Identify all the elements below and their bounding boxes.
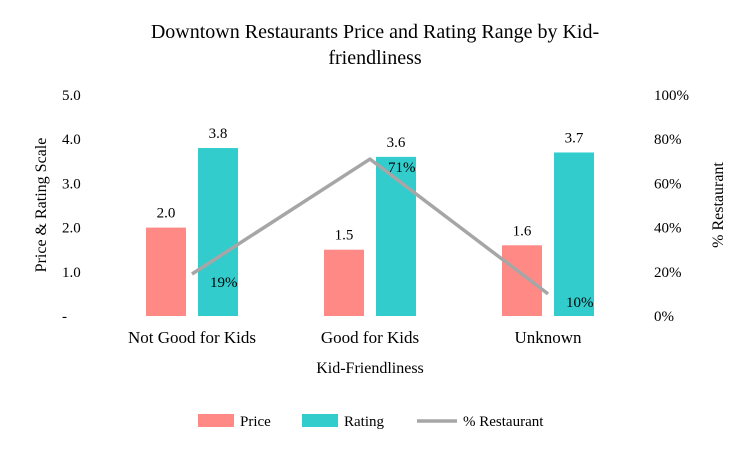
y-tick-label: 1.0 [62,265,81,281]
line-data-label: 19% [210,275,238,291]
x-axis-ticks: Not Good for Kids Good for Kids Unknown [128,328,582,347]
y2-tick-label: 0% [654,309,674,325]
bar-data-label: 3.7 [565,130,584,146]
y2-tick-label: 60% [654,176,682,192]
y2-tick-label: 100% [654,88,689,104]
chart-title-line-2: friendliness [328,47,422,69]
percent-restaurant-line [191,157,550,296]
bar-data-label: 1.5 [335,228,354,244]
legend-label: % Restaurant [463,414,544,430]
bar-rating [376,156,416,316]
legend-label: Rating [344,414,384,430]
y-axis-right-ticks: 0% 20% 40% 60% 80% 100% [654,88,689,325]
y-tick-label: 5.0 [62,88,81,104]
bar-rating [554,152,594,316]
y-axis-left-ticks: - 1.0 2.0 3.0 4.0 5.0 [62,88,81,325]
y-axis-title: Price & Rating Scale [33,138,50,273]
chart-title: Downtown Restaurants Price and Rating Ra… [151,21,599,69]
legend-swatch [302,414,338,427]
bar-data-label: 3.6 [387,135,406,151]
bar-rating [198,148,238,316]
y-tick-label: 4.0 [62,132,81,148]
data-labels: 2.0 1.5 1.6 3.8 3.6 3.7 19% 71% 10% [157,126,594,311]
bar-data-label: 2.0 [157,206,176,222]
bar-data-label: 1.6 [513,223,532,239]
legend-swatch [198,414,234,427]
y2-tick-label: 20% [654,265,682,281]
x-tick-label: Unknown [514,328,582,347]
y-tick-label: 2.0 [62,221,81,237]
legend: Price Rating % Restaurant [198,414,544,430]
x-axis-title: Kid-Friendliness [316,360,424,377]
y2-axis-title: % Restaurant [710,162,727,248]
legend-label: Price [240,414,271,430]
y-tick-label: 3.0 [62,176,81,192]
line-series [191,157,550,296]
x-tick-label: Good for Kids [321,328,419,347]
y-tick-label: - [62,309,67,325]
bar-data-label: 3.8 [209,126,228,142]
y2-tick-label: 80% [654,132,682,148]
chart-title-line-1: Downtown Restaurants Price and Rating Ra… [151,21,599,43]
x-tick-label: Not Good for Kids [128,328,256,347]
line-data-label: 10% [566,295,594,311]
line-data-label: 71% [388,160,416,176]
bar-price [502,245,542,316]
bars [146,148,594,316]
bar-price [146,227,186,316]
y2-tick-label: 40% [654,221,682,237]
bar-price [324,249,364,316]
